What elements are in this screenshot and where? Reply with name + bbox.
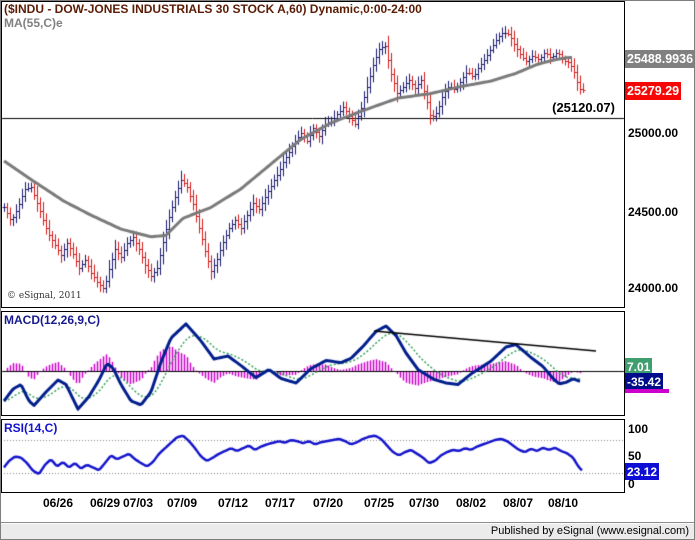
date-axis-tick: 07/25: [363, 496, 395, 510]
date-axis-tick: 07/03: [122, 496, 154, 510]
rsi-panel: [1, 419, 625, 493]
last-price-badge: 25279.29: [625, 82, 682, 100]
y-axis-tick: 24000.00: [628, 281, 679, 295]
date-axis-tick: 08/10: [547, 496, 579, 510]
y-axis-tick: 100: [628, 422, 649, 436]
copyright-note: © eSignal, 2011: [7, 291, 82, 301]
date-axis-tick: 07/12: [217, 496, 249, 510]
price-low-annotation: (25120.07): [552, 100, 615, 115]
date-axis-tick: 08/07: [502, 496, 534, 510]
y-axis-tick: 25000.00: [628, 126, 679, 140]
y-axis-tick: 24500.00: [628, 205, 679, 219]
macd-value-badge: -35.42: [625, 373, 664, 390]
date-axis-tick: 07/20: [312, 496, 344, 510]
macd-histogram-badge: [625, 389, 669, 393]
date-axis-tick: 07/09: [166, 496, 198, 510]
rsi-study-label: RSI(14,C): [4, 421, 58, 435]
chart-title: ($INDU - DOW-JONES INDUSTRIALS 30 STOCK …: [4, 2, 422, 16]
ma-study-label: MA(55,C)e: [4, 16, 63, 30]
status-bar-text: Published by eSignal (www.esignal.com): [490, 525, 689, 537]
date-axis-tick: 07/30: [408, 496, 440, 510]
price-panel: [1, 1, 625, 308]
date-axis-tick: 08/02: [455, 496, 487, 510]
y-axis-tick: 50: [628, 449, 642, 463]
rsi-value-badge: 23.12: [625, 463, 660, 480]
ma-value-badge: 25488.9936: [625, 50, 694, 68]
date-axis-tick: 07/17: [264, 496, 296, 510]
date-axis-tick: 06/26: [42, 496, 74, 510]
macd-study-label: MACD(12,26,9,C): [4, 313, 101, 327]
